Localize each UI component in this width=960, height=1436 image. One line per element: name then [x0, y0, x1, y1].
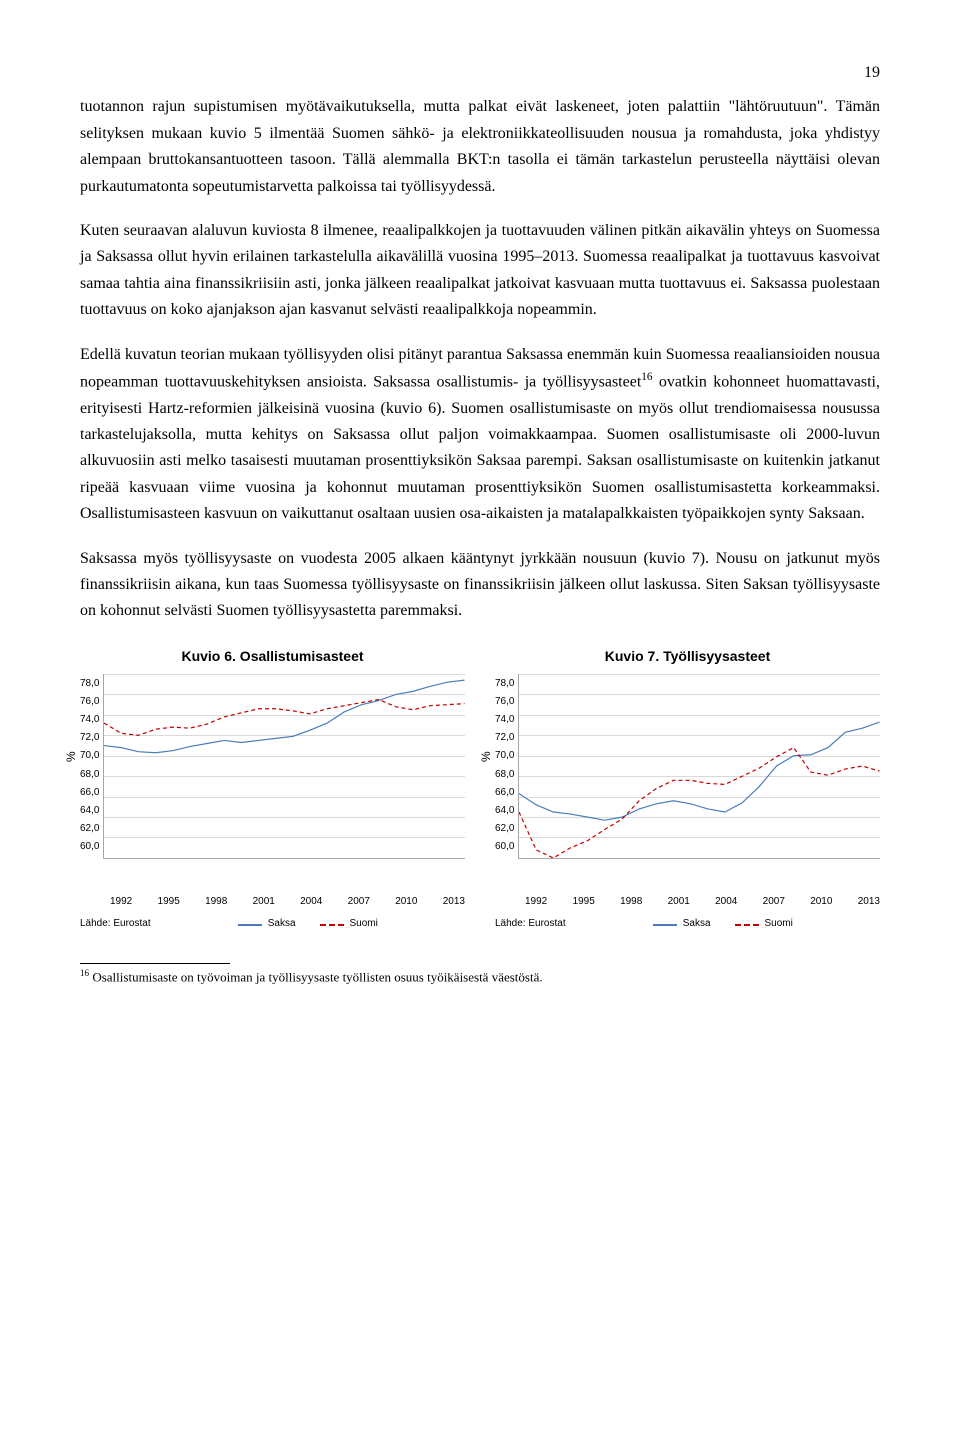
chart-7-legend-saksa-label: Saksa	[683, 916, 711, 933]
chart-7-source: Lähde: Eurostat	[495, 916, 566, 933]
paragraph-1: tuotannon rajun supistumisen myötävaikut…	[80, 94, 880, 200]
chart-7-title: Kuvio 7. Työllisyysasteet	[495, 645, 880, 668]
footnote-number: 16	[80, 968, 89, 978]
chart-6-x-ticks: 19921995199820012004200720102013	[110, 894, 465, 911]
chart-7-y-label: %	[477, 751, 497, 762]
chart-6-title: Kuvio 6. Osallistumisasteet	[80, 645, 465, 668]
page-number: 19	[80, 60, 880, 86]
chart-6-source: Lähde: Eurostat	[80, 916, 151, 933]
footnote-separator	[80, 963, 230, 964]
legend-line-icon	[238, 924, 262, 926]
para3-b: ovatkin kohonneet huomattavasti, erityis…	[80, 373, 880, 522]
chart-6-y-ticks: 78,076,074,072,070,068,066,064,062,060,0	[80, 676, 103, 856]
paragraph-4: Saksassa myös työllisyysaste on vuodesta…	[80, 546, 880, 625]
paragraph-3: Edellä kuvatun teorian mukaan työllisyyd…	[80, 342, 880, 528]
charts-row: Kuvio 6. Osallistumisasteet % 78,076,074…	[80, 645, 880, 933]
chart-7: Kuvio 7. Työllisyysasteet % 78,076,074,0…	[495, 645, 880, 933]
footnote-text: Osallistumisaste on työvoiman ja työllis…	[89, 969, 543, 984]
chart-6-y-label: %	[62, 751, 82, 762]
chart-6-plot	[103, 674, 465, 859]
chart-7-legend-saksa: Saksa	[653, 916, 711, 933]
footnote-16: 16 Osallistumisaste on työvoiman ja työl…	[80, 968, 880, 986]
legend-dash-icon	[735, 924, 759, 926]
chart-7-plot	[518, 674, 880, 859]
legend-dash-icon	[320, 924, 344, 926]
chart-6-legend-saksa: Saksa	[238, 916, 296, 933]
footnote-ref-16: 16	[641, 371, 652, 383]
chart-7-legend-suomi: Suomi	[735, 916, 793, 933]
chart-6-legend-suomi: Suomi	[320, 916, 378, 933]
paragraph-2: Kuten seuraavan alaluvun kuviosta 8 ilme…	[80, 218, 880, 324]
chart-7-legend-suomi-label: Suomi	[765, 916, 793, 933]
chart-6-legend-saksa-label: Saksa	[268, 916, 296, 933]
chart-7-y-ticks: 78,076,074,072,070,068,066,064,062,060,0	[495, 676, 518, 856]
chart-6: Kuvio 6. Osallistumisasteet % 78,076,074…	[80, 645, 465, 933]
legend-line-icon	[653, 924, 677, 926]
chart-6-legend-suomi-label: Suomi	[350, 916, 378, 933]
chart-7-x-ticks: 19921995199820012004200720102013	[525, 894, 880, 911]
